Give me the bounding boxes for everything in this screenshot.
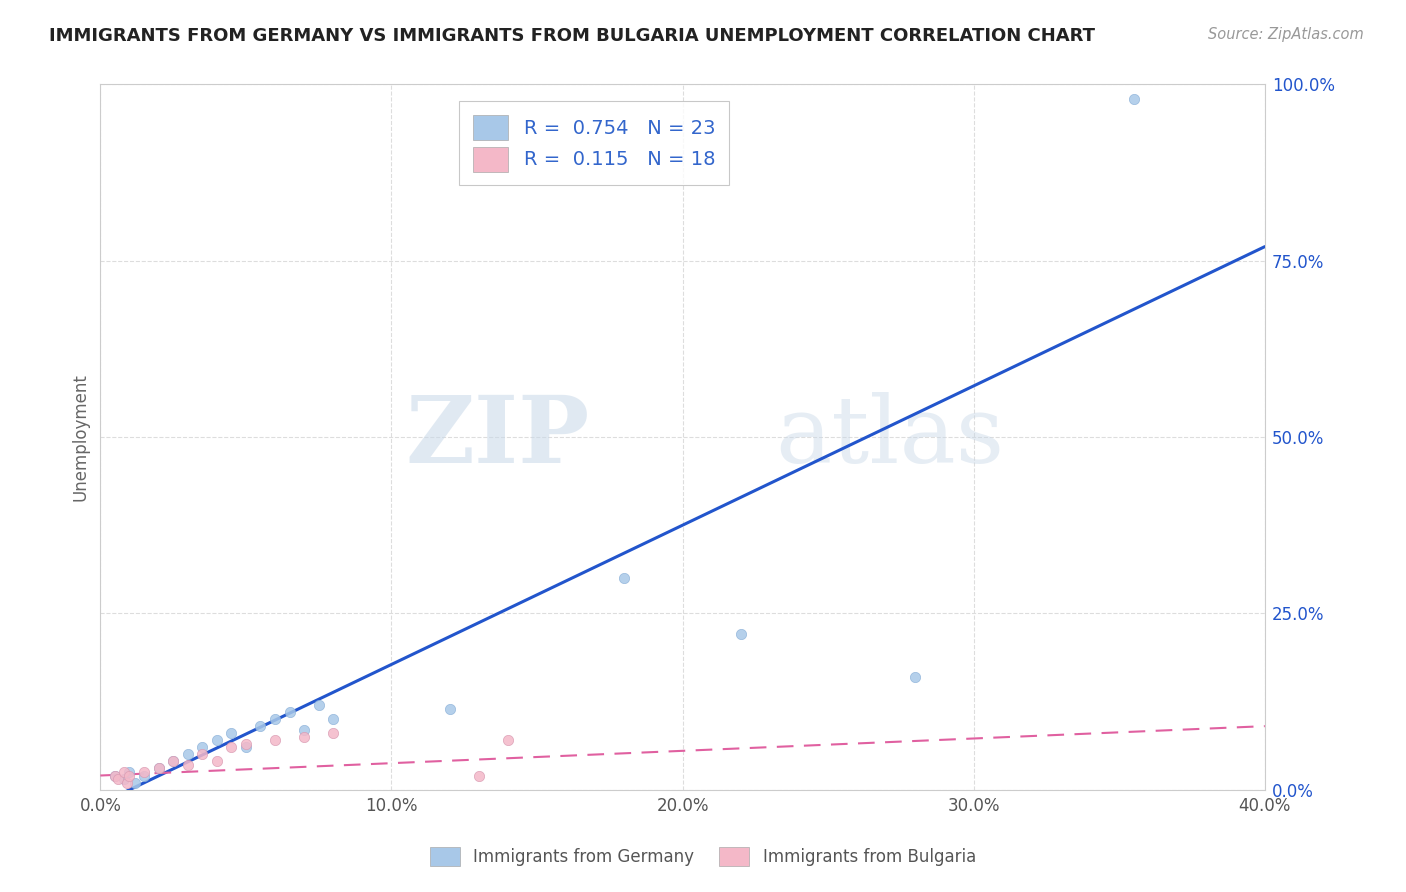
Point bbox=[322, 726, 344, 740]
Point bbox=[112, 772, 135, 786]
Point bbox=[264, 733, 287, 747]
Point bbox=[221, 740, 243, 755]
Point bbox=[104, 768, 127, 782]
Legend: Immigrants from Germany, Immigrants from Bulgaria: Immigrants from Germany, Immigrants from… bbox=[422, 838, 984, 875]
Point bbox=[132, 764, 155, 779]
Point bbox=[132, 768, 155, 782]
Point bbox=[107, 772, 129, 786]
Point bbox=[205, 755, 228, 769]
Point bbox=[292, 730, 315, 744]
Point bbox=[308, 698, 330, 712]
Point bbox=[124, 775, 146, 789]
Point bbox=[162, 755, 184, 769]
Point bbox=[112, 764, 135, 779]
Point bbox=[235, 740, 257, 755]
Point bbox=[118, 768, 141, 782]
Point bbox=[148, 762, 170, 776]
Point bbox=[496, 733, 519, 747]
Point bbox=[292, 723, 315, 737]
Point bbox=[322, 712, 344, 726]
Point bbox=[278, 705, 301, 719]
Point bbox=[176, 758, 198, 772]
Point bbox=[235, 737, 257, 751]
Point bbox=[176, 747, 198, 762]
Legend: R =  0.754   N = 23, R =  0.115   N = 18: R = 0.754 N = 23, R = 0.115 N = 18 bbox=[460, 101, 728, 186]
Point bbox=[468, 768, 491, 782]
Point bbox=[1122, 91, 1144, 105]
Point bbox=[249, 719, 271, 733]
Point bbox=[148, 762, 170, 776]
Point bbox=[904, 670, 927, 684]
Y-axis label: Unemployment: Unemployment bbox=[72, 373, 89, 501]
Point bbox=[264, 712, 287, 726]
Text: Source: ZipAtlas.com: Source: ZipAtlas.com bbox=[1208, 27, 1364, 42]
Point bbox=[115, 775, 138, 789]
Text: atlas: atlas bbox=[776, 392, 1005, 482]
Point bbox=[730, 627, 752, 641]
Point bbox=[191, 740, 214, 755]
Point bbox=[439, 701, 461, 715]
Point bbox=[162, 755, 184, 769]
Point bbox=[191, 747, 214, 762]
Point bbox=[221, 726, 243, 740]
Text: IMMIGRANTS FROM GERMANY VS IMMIGRANTS FROM BULGARIA UNEMPLOYMENT CORRELATION CHA: IMMIGRANTS FROM GERMANY VS IMMIGRANTS FR… bbox=[49, 27, 1095, 45]
Point bbox=[104, 768, 127, 782]
Text: ZIP: ZIP bbox=[405, 392, 589, 482]
Point bbox=[118, 764, 141, 779]
Point bbox=[205, 733, 228, 747]
Point bbox=[613, 571, 636, 585]
